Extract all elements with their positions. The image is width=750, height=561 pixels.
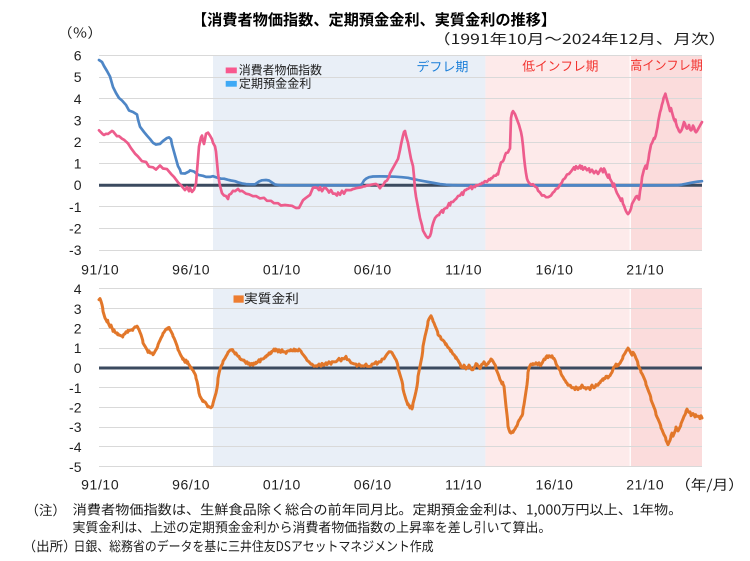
svg-text:-2: -2 bbox=[69, 220, 82, 236]
svg-text:11/10: 11/10 bbox=[445, 477, 482, 493]
svg-text:-5: -5 bbox=[69, 459, 82, 475]
svg-text:06/10: 06/10 bbox=[354, 262, 392, 278]
svg-text:-2: -2 bbox=[69, 400, 82, 416]
svg-text:16/10: 16/10 bbox=[535, 262, 573, 278]
svg-text:91/10: 91/10 bbox=[81, 262, 119, 278]
svg-text:16/10: 16/10 bbox=[535, 477, 573, 493]
svg-text:4: 4 bbox=[74, 281, 82, 297]
svg-text:-1: -1 bbox=[69, 380, 82, 396]
svg-text:0: 0 bbox=[74, 360, 82, 376]
svg-text:21/10: 21/10 bbox=[626, 477, 664, 493]
svg-text:1: 1 bbox=[74, 340, 82, 356]
svg-text:06/10: 06/10 bbox=[354, 477, 392, 493]
svg-text:5: 5 bbox=[74, 69, 82, 85]
svg-text:21/10: 21/10 bbox=[626, 262, 664, 278]
svg-text:96/10: 96/10 bbox=[172, 477, 210, 493]
svg-text:01/10: 01/10 bbox=[263, 262, 301, 278]
svg-text:-3: -3 bbox=[69, 419, 82, 435]
svg-text:2: 2 bbox=[74, 321, 82, 337]
svg-text:4: 4 bbox=[74, 91, 82, 107]
svg-text:11/10: 11/10 bbox=[445, 262, 482, 278]
svg-text:2: 2 bbox=[74, 134, 82, 150]
svg-text:1: 1 bbox=[74, 156, 82, 172]
svg-text:-3: -3 bbox=[69, 242, 82, 258]
svg-text:01/10: 01/10 bbox=[263, 477, 301, 493]
svg-text:0: 0 bbox=[74, 177, 82, 193]
svg-text:6: 6 bbox=[74, 48, 82, 64]
svg-text:91/10: 91/10 bbox=[81, 477, 119, 493]
svg-text:-1: -1 bbox=[69, 199, 82, 215]
svg-text:96/10: 96/10 bbox=[172, 262, 210, 278]
svg-text:3: 3 bbox=[74, 301, 82, 317]
svg-text:-4: -4 bbox=[69, 439, 82, 455]
svg-text:3: 3 bbox=[74, 112, 82, 128]
